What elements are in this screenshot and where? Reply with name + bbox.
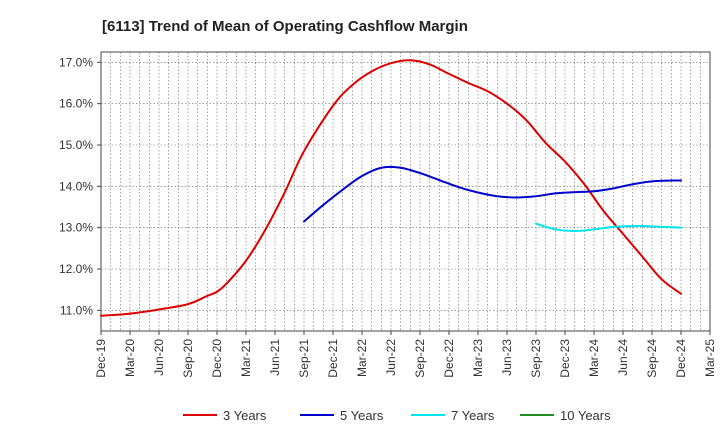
series-line-5-years [303, 165, 682, 223]
series-line-7-years [535, 222, 682, 232]
x-tick-label: Sep-20 [181, 339, 195, 378]
legend-label: 7 Years [451, 408, 495, 423]
x-tick-label: Jun-24 [616, 339, 630, 376]
x-tick-label: Dec-19 [94, 339, 108, 378]
legend-item-7-years: 7 Years [411, 408, 495, 423]
y-tick-label: 17.0% [59, 55, 93, 69]
grid-layer [101, 52, 710, 331]
x-tick-label: Dec-24 [674, 339, 688, 378]
axis-layer: 11.0% 12.0% 13.0% 14.0% 15.0% 16.0% 17.0% Dec-1… [59, 51, 717, 378]
legend-label: 3 Years [223, 408, 267, 423]
x-tick-label: Sep-24 [645, 339, 659, 378]
x-tick-label: Dec-22 [442, 339, 456, 378]
y-tick-label: 12.0% [59, 262, 93, 276]
plot-frame [100, 51, 711, 332]
x-tick-label: Jun-21 [268, 339, 282, 376]
x-tick-label: Jun-22 [384, 339, 398, 376]
legend-label: 5 Years [340, 408, 384, 423]
x-tick-label: Dec-20 [210, 339, 224, 378]
x-tick-label: Mar-21 [239, 339, 253, 377]
y-tick-label: 13.0% [59, 221, 93, 235]
x-tick-label: Mar-25 [703, 339, 717, 377]
x-tick-label: Sep-22 [413, 339, 427, 378]
plot-area [101, 52, 710, 331]
legend: 3 Years 5 Years 7 Years 10 Years [183, 408, 611, 423]
legend-item-5-years: 5 Years [300, 408, 384, 423]
y-tick-label: 15.0% [59, 138, 93, 152]
legend-label: 10 Years [560, 408, 611, 423]
y-tick-label: 14.0% [59, 179, 93, 193]
legend-item-10-years: 10 Years [520, 408, 611, 423]
x-tick-label: Jun-23 [500, 339, 514, 376]
x-tick-label: Mar-24 [587, 339, 601, 377]
series-line-3-years [100, 59, 682, 317]
x-tick-label: Dec-21 [326, 339, 340, 378]
y-tick-label: 11.0% [60, 303, 93, 317]
x-tick-label: Dec-23 [558, 339, 572, 378]
y-tick-label: 16.0% [59, 97, 93, 111]
legend-item-3-years: 3 Years [183, 408, 267, 423]
x-tick-label: Sep-21 [297, 339, 311, 378]
x-tick-label: Sep-23 [529, 339, 543, 378]
x-tick-label: Mar-20 [123, 339, 137, 377]
x-tick-label: Jun-20 [152, 339, 166, 376]
x-tick-label: Mar-23 [471, 339, 485, 377]
chart-title: [6113] Trend of Mean of Operating Cashfl… [102, 18, 468, 35]
x-tick-label: Mar-22 [355, 339, 369, 377]
series-layer [100, 59, 682, 317]
